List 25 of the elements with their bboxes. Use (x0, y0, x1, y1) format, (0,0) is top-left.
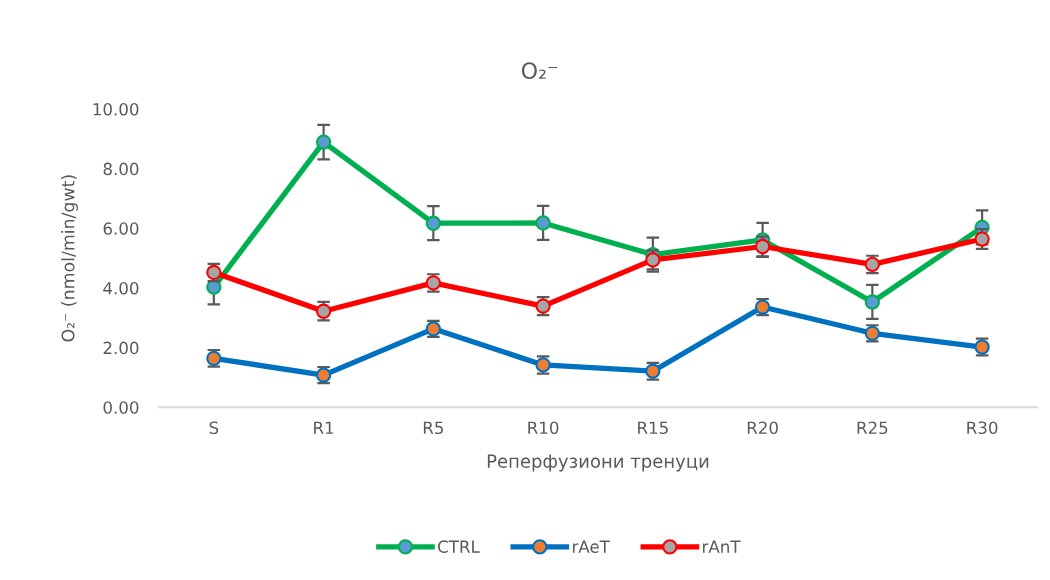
x-tick-label: R1 (314, 421, 334, 434)
x-tick-label: R25 (857, 421, 888, 435)
x-tick-label: R5 (423, 421, 443, 435)
x-tick-label: R10 (528, 421, 559, 435)
y-tick-label: 8.00 (103, 162, 139, 176)
point (315, 134, 332, 150)
x-tick-label: S (209, 421, 219, 435)
y-tick-label: 0.00 (103, 401, 139, 414)
x-tick-label: R30 (967, 421, 998, 435)
x-axis-title: Реперфузиони тренуци (487, 454, 709, 472)
chart-title: O₂⁻ (521, 62, 558, 79)
point (425, 215, 441, 231)
point (535, 215, 551, 231)
x-tick-label: R20 (747, 421, 778, 435)
legend-label: rAnT (703, 540, 741, 553)
y-axis-title: O₂⁻ (nmol/min/gwt) (61, 175, 78, 342)
y-tick-label: 10.00 (93, 102, 139, 116)
point (206, 279, 222, 295)
y-tick-label: 2.00 (103, 341, 139, 355)
legend-label: rAeT (572, 540, 610, 553)
x-tick-label: R15 (638, 421, 668, 435)
point (864, 294, 880, 310)
y-tick-label: 4.00 (103, 281, 139, 295)
y-tick-label: 6.00 (103, 222, 139, 235)
legend-label: CTRL (438, 540, 480, 553)
